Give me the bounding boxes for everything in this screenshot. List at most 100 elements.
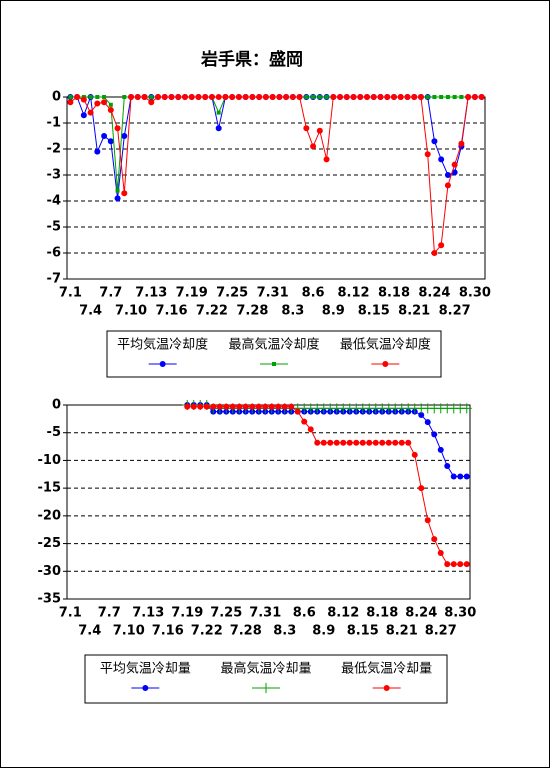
data-point (418, 411, 425, 418)
data-point (161, 94, 168, 100)
data-point (281, 403, 288, 410)
x-tick-label: 7.13 (135, 286, 167, 301)
data-point (181, 94, 188, 100)
x-tick-label: 8.6 (302, 286, 325, 301)
x-tick-label: 7.28 (236, 304, 268, 319)
data-point (304, 95, 309, 99)
data-point (149, 95, 154, 99)
data-point (431, 431, 438, 438)
data-point (80, 112, 87, 119)
x-tick-label: 7.22 (191, 624, 223, 639)
data-point (457, 473, 464, 480)
data-point (190, 403, 197, 410)
y-tick-label: -20 (38, 508, 62, 523)
legend-box (106, 330, 442, 378)
data-point (67, 99, 74, 106)
x-tick-label: 8.24 (418, 286, 450, 301)
y-tick-label: -5 (47, 220, 61, 235)
data-point (432, 95, 437, 99)
y-tick-label: -5 (47, 425, 61, 440)
data-point (148, 99, 155, 106)
y-tick-label: -4 (47, 194, 61, 209)
y-tick-label: -3 (47, 168, 61, 183)
data-point (323, 156, 330, 163)
chart-title: 岩手県：盛岡 (200, 49, 303, 70)
x-tick-label: 8.9 (322, 304, 345, 319)
data-point (439, 95, 444, 99)
data-point (188, 94, 195, 100)
data-point (450, 473, 457, 480)
x-tick-label: 7.1 (59, 606, 82, 621)
data-point (296, 94, 303, 100)
data-point (311, 95, 316, 99)
x-tick-label: 7.22 (196, 304, 228, 319)
legend-marker (382, 361, 389, 367)
data-point (202, 94, 209, 100)
data-point (465, 94, 472, 100)
data-point (223, 403, 230, 410)
data-point (444, 462, 451, 469)
data-point (437, 549, 444, 556)
x-tick-label: 8.6 (293, 606, 316, 621)
legend-label: 平均気温冷却量 (100, 661, 191, 677)
data-point (195, 94, 202, 100)
data-point (101, 133, 108, 139)
data-point (80, 96, 87, 103)
data-point (390, 94, 397, 100)
data-point (303, 125, 310, 132)
data-point (215, 94, 222, 100)
data-point (327, 439, 334, 446)
y-tick-label: -7 (47, 272, 61, 287)
y-tick-label: 0 (52, 398, 61, 413)
x-tick-label: 7.19 (171, 606, 203, 621)
data-point (457, 561, 464, 568)
data-point (107, 138, 114, 145)
data-point (101, 99, 108, 106)
plot-area (66, 404, 471, 600)
y-tick-label: -30 (38, 564, 62, 579)
x-tick-label: 7.7 (99, 286, 122, 301)
data-point (184, 403, 191, 410)
data-point (340, 439, 347, 446)
data-point (268, 403, 275, 410)
x-tick-label: 8.3 (273, 624, 296, 639)
data-point (357, 94, 364, 100)
legend-marker (142, 685, 149, 691)
data-point (88, 95, 93, 99)
data-point (317, 95, 322, 99)
data-point (216, 403, 223, 410)
data-point (431, 250, 438, 256)
data-point (398, 439, 405, 446)
data-point (107, 107, 114, 113)
data-point (168, 94, 175, 100)
x-tick-label: 8.12 (337, 286, 369, 301)
data-point (94, 100, 101, 107)
x-tick-label: 7.31 (257, 286, 289, 301)
data-point (203, 403, 210, 410)
y-tick-label: -15 (38, 481, 62, 496)
data-point (463, 473, 470, 480)
data-point (372, 439, 379, 446)
data-point (229, 403, 236, 410)
data-point (215, 125, 222, 132)
x-tick-label: 7.25 (216, 286, 248, 301)
data-point (324, 95, 329, 99)
data-point (155, 94, 162, 100)
data-point (370, 94, 377, 100)
data-point (366, 439, 373, 446)
legend-marker (261, 683, 271, 693)
data-point (333, 439, 340, 446)
x-tick-label: 7.19 (176, 286, 208, 301)
legend-marker (383, 685, 390, 691)
data-point (289, 94, 296, 100)
x-tick-label: 8.21 (386, 624, 418, 639)
data-point (222, 94, 229, 100)
data-point (95, 95, 100, 99)
data-point (301, 418, 308, 425)
data-point (444, 561, 451, 568)
y-tick-label: -6 (47, 246, 61, 261)
data-point (330, 94, 337, 100)
data-point (418, 485, 425, 492)
legend-marker (159, 361, 166, 367)
